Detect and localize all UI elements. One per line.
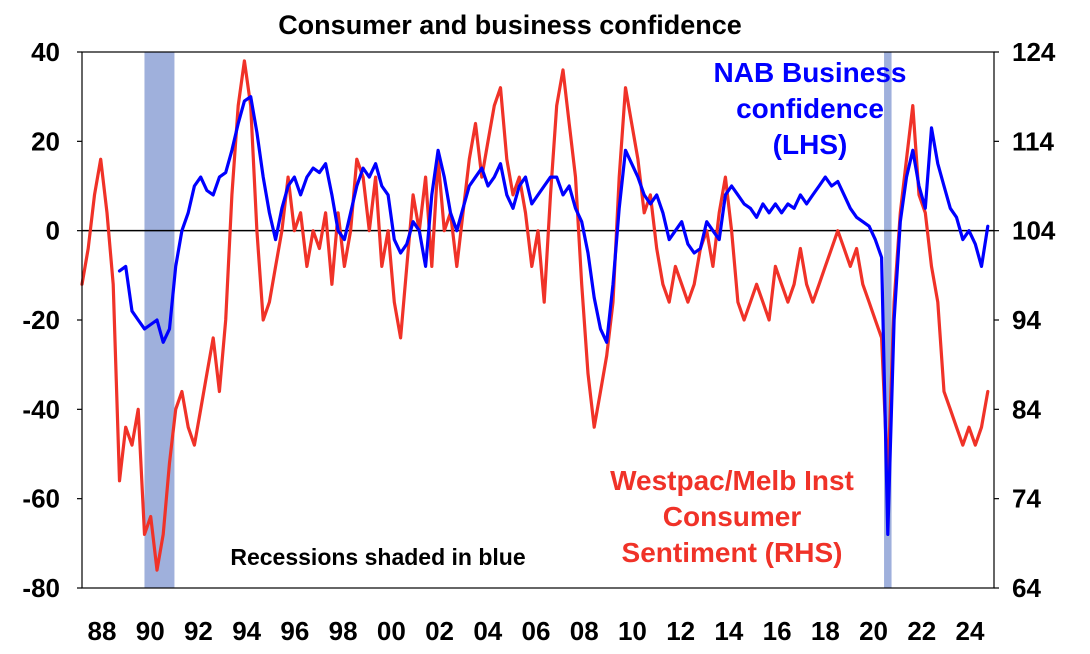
left-tick-label: -40	[22, 394, 60, 424]
series-lines	[80, 59, 990, 572]
right-tick-label: 74	[1012, 484, 1041, 514]
x-tick-label: 24	[956, 616, 985, 646]
westpac-label-line-3: Sentiment (RHS)	[622, 537, 843, 568]
nab-label-line-3: (LHS)	[773, 129, 848, 160]
x-tick-label: 14	[714, 616, 743, 646]
x-tick-label: 02	[425, 616, 454, 646]
westpac-label-line-1: Westpac/Melb Inst	[610, 465, 854, 496]
right-axis-ticks: 124 114 104 94 84 74 64	[994, 37, 1056, 603]
right-tick-label: 104	[1012, 216, 1056, 246]
westpac-series-line	[80, 59, 990, 572]
left-axis-ticks: 40 20 0 -20 -40 -60 -80	[22, 37, 82, 603]
x-tick-label: 94	[232, 616, 261, 646]
x-tick-label: 12	[666, 616, 695, 646]
x-tick-label: 98	[329, 616, 358, 646]
right-tick-label: 124	[1012, 37, 1056, 67]
x-axis-ticks: 88 90 92 94 96 98 00 02 04 06 08 10 12 14 16 18 20 22 24	[88, 616, 985, 646]
chart-title: Consumer and business confidence	[278, 10, 742, 40]
left-tick-label: 20	[31, 126, 60, 156]
x-tick-label: 00	[377, 616, 406, 646]
x-tick-label: 20	[859, 616, 888, 646]
x-tick-label: 10	[618, 616, 647, 646]
left-tick-label: -60	[22, 484, 60, 514]
right-tick-label: 94	[1012, 305, 1041, 335]
recession-band	[884, 52, 892, 588]
x-tick-label: 04	[473, 616, 502, 646]
x-tick-label: 18	[811, 616, 840, 646]
right-tick-label: 84	[1012, 394, 1041, 424]
plot-frame	[81, 51, 995, 589]
nab-series-line	[117, 95, 990, 536]
left-tick-label: -80	[22, 573, 60, 603]
x-tick-label: 96	[280, 616, 309, 646]
x-tick-label: 06	[522, 616, 551, 646]
x-tick-label: 90	[136, 616, 165, 646]
x-tick-label: 92	[184, 616, 213, 646]
x-tick-label: 22	[907, 616, 936, 646]
left-tick-label: 40	[31, 37, 60, 67]
right-tick-label: 114	[1012, 126, 1054, 156]
nab-label-line-1: NAB Business	[714, 57, 907, 88]
nab-label-line-2: confidence	[736, 93, 884, 124]
x-tick-label: 88	[88, 616, 117, 646]
left-tick-label: -20	[22, 305, 60, 335]
right-tick-label: 64	[1012, 573, 1041, 603]
left-tick-label: 0	[46, 216, 60, 246]
x-tick-label: 16	[763, 616, 792, 646]
recession-note: Recessions shaded in blue	[230, 544, 525, 570]
x-tick-label: 08	[570, 616, 599, 646]
westpac-label-line-2: Consumer	[663, 501, 802, 532]
